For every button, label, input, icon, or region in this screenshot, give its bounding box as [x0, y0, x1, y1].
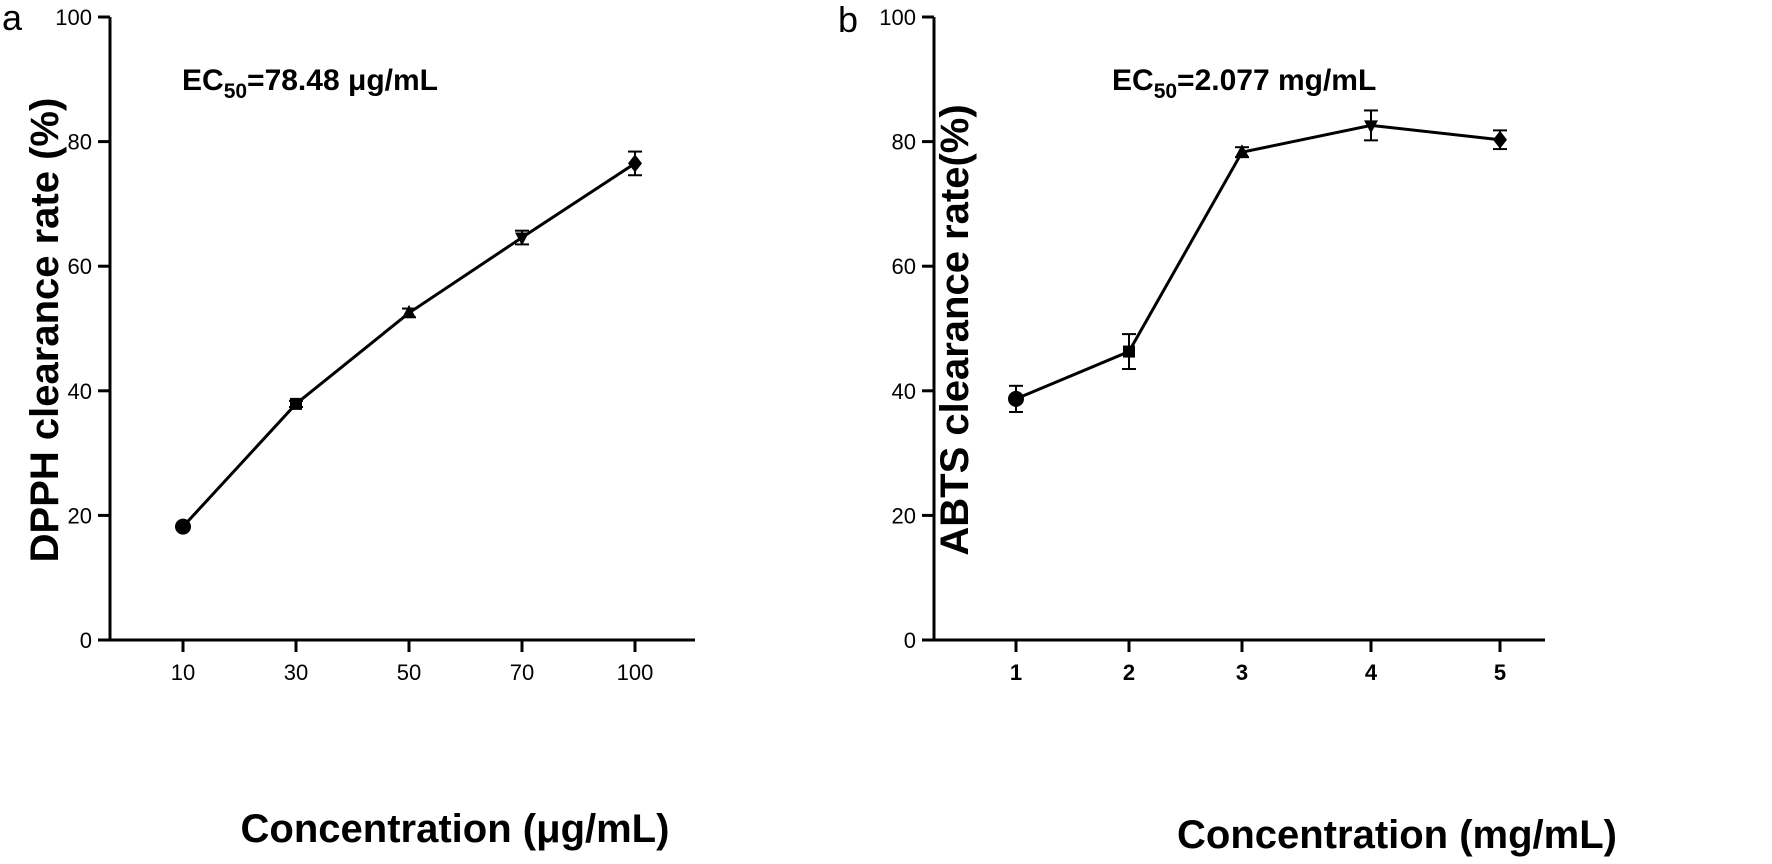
panel-a-x-tick-label-50: 50 [397, 660, 421, 685]
panel-b-ec50-value: =2.077 mg/mL [1177, 64, 1376, 97]
panel-a-x-axis-title: Concentration (μg/mL) [241, 807, 670, 851]
panel-a-x-ticks: 10 30 50 70 100 [171, 640, 654, 685]
panel-a-point-70 [515, 232, 529, 246]
panel-a-ec50-annotation: EC50=78.48 μg/mL [182, 64, 438, 103]
panel-b-y-tick-label-80: 80 [892, 130, 916, 155]
panel-a-y-tick-label-60: 60 [68, 254, 92, 279]
panel-a-y-tick-label-0: 0 [80, 628, 92, 653]
panel-a-error-bars [176, 150, 642, 531]
panel-b-y-tick-label-40: 40 [892, 379, 916, 404]
panel-a-x-tick-label-30: 30 [284, 660, 308, 685]
panel-b-ec50-prefix: EC [1112, 64, 1154, 97]
panel-a-series-line [181, 162, 636, 528]
panel-b-x-tick-label-3: 3 [1236, 660, 1248, 685]
panel-a-ec50-subscript: 50 [224, 80, 247, 103]
panel-a-point-10 [175, 518, 191, 535]
panel-b-series-line [1015, 123, 1501, 401]
panel-a-x-tick-label-10: 10 [171, 660, 195, 685]
panel-a-markers [175, 154, 642, 535]
panel-b-x-axis-title: Concentration (mg/mL) [1177, 813, 1617, 857]
panel-b-y-tick-label-0: 0 [904, 628, 916, 653]
panel-a-y-ticks: 0 20 40 60 80 100 [55, 5, 110, 653]
panel-b-abts-chart: b 0 20 40 60 80 100 1 2 3 4 5 EC50=2.077 mg/mL Co… [838, 0, 1617, 857]
panel-b-x-tick-label-1: 1 [1010, 660, 1022, 685]
panel-b-y-tick-label-100: 100 [879, 5, 916, 30]
panel-b-x-tick-label-4: 4 [1365, 660, 1378, 685]
panel-b-point-3 [1235, 144, 1249, 158]
panel-b-markers [1008, 120, 1507, 407]
panel-a-y-tick-label-100: 100 [55, 5, 92, 30]
panel-b-ec50-subscript: 50 [1154, 80, 1177, 103]
panel-b-point-5 [1493, 130, 1507, 149]
panel-a-y-tick-label-40: 40 [68, 379, 92, 404]
panel-a-ec50-prefix: EC [182, 64, 224, 97]
panel-b-point-2 [1123, 345, 1135, 358]
panel-a-ec50-value: =78.48 μg/mL [247, 64, 438, 97]
panel-b-x-tick-label-5: 5 [1494, 660, 1506, 685]
panel-b-x-ticks: 1 2 3 4 5 [1010, 640, 1506, 685]
panel-a-point-30 [290, 397, 302, 410]
panel-b-x-tick-label-2: 2 [1123, 660, 1135, 685]
panel-b-point-4 [1364, 120, 1378, 134]
panel-b-ec50-annotation: EC50=2.077 mg/mL [1112, 64, 1376, 103]
panel-b-y-axis-title: ABTS clearance rate(%) [933, 104, 977, 555]
panel-a-x-tick-label-70: 70 [510, 660, 534, 685]
panel-a-y-axis-title: DPPH clearance rate (%) [23, 98, 67, 563]
panel-b-error-bars [1009, 109, 1507, 413]
panel-a-x-tick-label-100: 100 [617, 660, 654, 685]
panel-b-y-ticks: 0 20 40 60 80 100 [879, 5, 934, 653]
panel-b-point-1 [1008, 390, 1024, 407]
panel-a-point-100 [628, 154, 642, 173]
panel-a-y-tick-label-20: 20 [68, 503, 92, 528]
panel-b-letter: b [838, 0, 858, 40]
panel-a-point-50 [402, 304, 416, 318]
panel-a-letter: a [2, 0, 23, 38]
panel-b-y-tick-label-20: 20 [892, 503, 916, 528]
panel-a-y-tick-label-80: 80 [68, 130, 92, 155]
panel-b-y-tick-label-60: 60 [892, 254, 916, 279]
